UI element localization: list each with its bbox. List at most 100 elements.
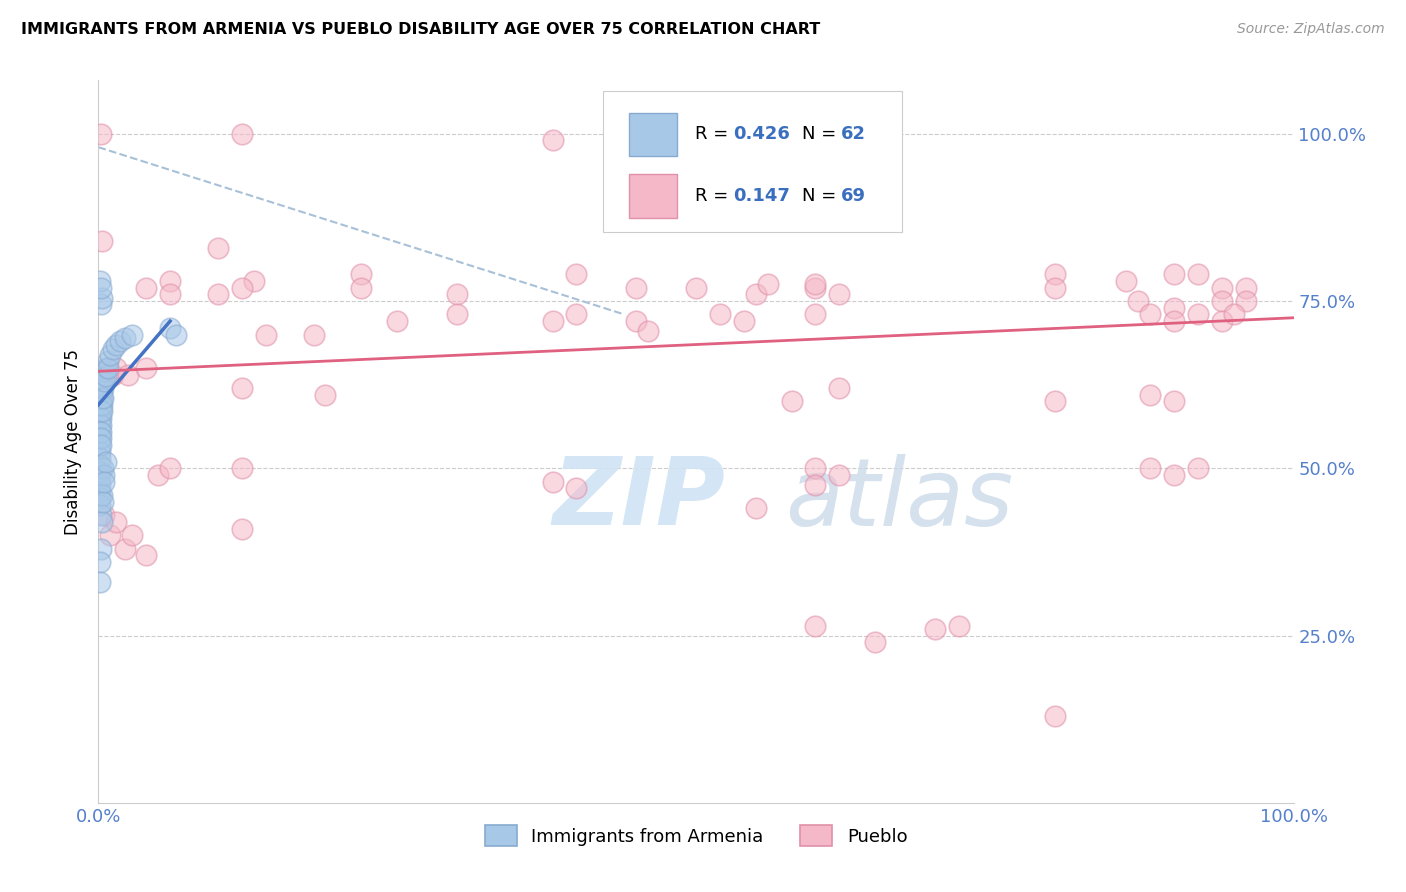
Point (1187, 268, 1209, 282)
Point (315, 387, 337, 401)
Point (207, 241, 229, 255)
Point (685, 281, 707, 295)
Point (828, 467, 851, 482)
Point (148, 467, 170, 482)
Point (637, 324, 659, 338)
Point (90, 391, 112, 405)
Point (1043, 268, 1066, 282)
Point (94, 369, 117, 384)
Point (865, 635, 887, 649)
Point (745, 127, 768, 141)
Point (828, 381, 851, 395)
Text: 0.147: 0.147 (733, 187, 790, 205)
Point (93, 508, 115, 523)
Point (90, 508, 112, 523)
Point (91, 391, 114, 405)
Point (865, 134, 887, 148)
Text: IMMIGRANTS FROM ARMENIA VS PUEBLO DISABILITY AGE OVER 75 CORRELATION CHART: IMMIGRANTS FROM ARMENIA VS PUEBLO DISABI… (21, 22, 820, 37)
Point (1163, 467, 1185, 482)
Point (804, 307, 827, 322)
Point (1115, 274, 1137, 288)
Point (89, 458, 111, 472)
Point (231, 281, 253, 295)
Point (90, 541, 112, 556)
Point (89, 417, 111, 432)
Point (90, 127, 112, 141)
Point (541, 314, 564, 328)
Point (97, 354, 120, 368)
Point (89, 451, 111, 466)
Point (89, 575, 111, 590)
Point (541, 475, 564, 489)
Point (90, 438, 112, 452)
Point (756, 277, 779, 292)
Point (446, 287, 468, 301)
Point (1211, 294, 1233, 309)
Point (91, 377, 114, 392)
Point (626, 281, 648, 295)
Point (89, 498, 111, 512)
Point (1139, 307, 1161, 322)
Point (91, 291, 114, 305)
Point (90, 431, 112, 445)
Point (780, 394, 803, 409)
Point (89, 274, 111, 288)
Text: N =: N = (803, 126, 842, 144)
Point (924, 622, 946, 636)
Point (243, 274, 266, 288)
Text: N =: N = (803, 187, 842, 205)
Point (159, 274, 181, 288)
Point (89, 555, 111, 569)
Point (91, 384, 114, 399)
Point (89, 431, 111, 445)
Point (89, 484, 111, 499)
Point (135, 361, 157, 376)
Text: atlas: atlas (786, 454, 1014, 545)
Point (101, 368, 124, 382)
Point (446, 307, 468, 322)
Point (565, 482, 588, 496)
Point (231, 381, 253, 395)
Point (93, 368, 115, 382)
Point (565, 268, 588, 282)
Point (90, 297, 112, 311)
Point (541, 134, 564, 148)
Point (94, 455, 117, 469)
Point (90, 425, 112, 439)
Point (231, 461, 253, 475)
Point (1163, 268, 1185, 282)
Point (90, 281, 112, 295)
Point (745, 501, 768, 516)
Point (97, 361, 120, 376)
Point (135, 281, 157, 295)
Point (91, 371, 114, 385)
Point (1187, 307, 1209, 322)
Point (89, 411, 111, 425)
Point (114, 331, 136, 345)
Text: 0.426: 0.426 (733, 126, 790, 144)
Point (108, 334, 131, 349)
Point (98, 348, 122, 362)
Point (231, 521, 253, 535)
Point (1187, 461, 1209, 475)
Point (89, 491, 111, 506)
Point (1234, 281, 1257, 295)
Point (1043, 281, 1066, 295)
Point (254, 327, 277, 342)
Point (1163, 314, 1185, 328)
Point (1128, 294, 1150, 309)
Point (231, 127, 253, 141)
Point (90, 404, 112, 418)
Point (1139, 461, 1161, 475)
Text: 69: 69 (841, 187, 866, 205)
Point (91, 494, 114, 508)
Point (350, 268, 373, 282)
Point (114, 541, 136, 556)
FancyBboxPatch shape (628, 174, 676, 218)
Point (1211, 281, 1233, 295)
Point (89, 438, 111, 452)
Point (1139, 387, 1161, 401)
Point (101, 342, 124, 356)
Point (709, 307, 731, 322)
Point (804, 478, 827, 492)
